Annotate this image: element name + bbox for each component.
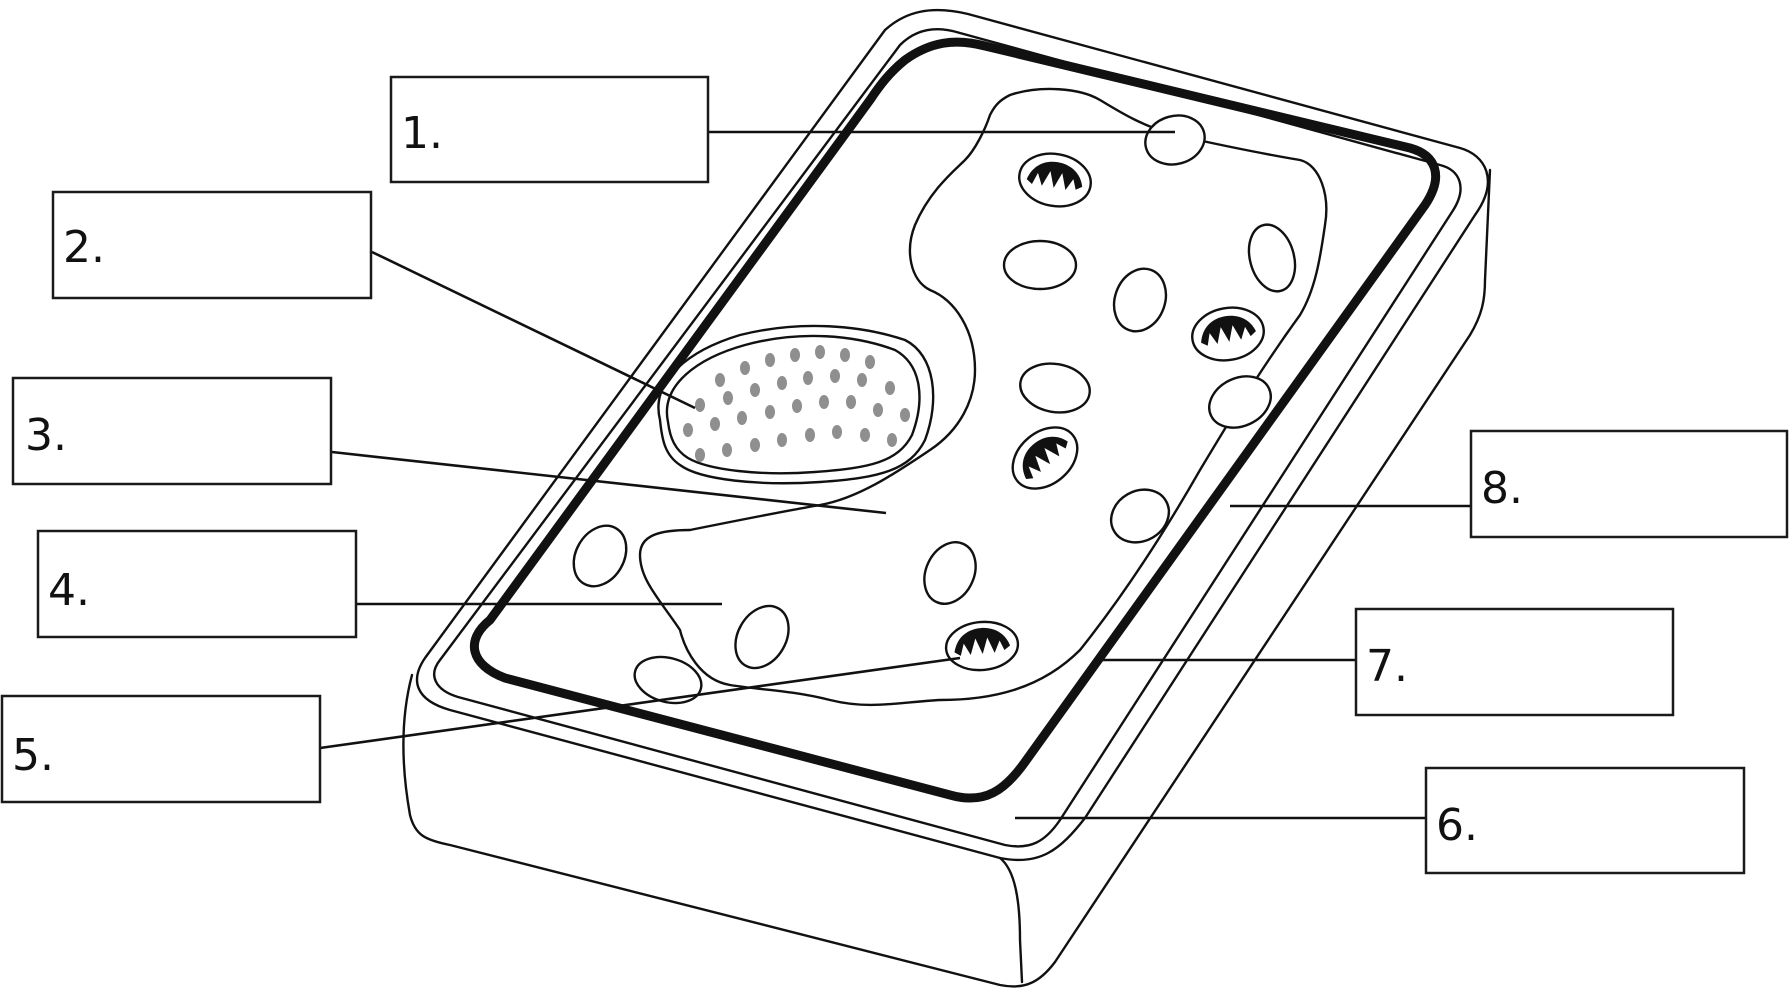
nucleus-inner-line: [665, 334, 921, 475]
label-box-5[interactable]: [0, 694, 322, 804]
label-1[interactable]: 1.: [389, 75, 710, 184]
mitochondrion: [1191, 306, 1265, 362]
chromatin-dot: [900, 408, 910, 422]
chromatin-dot: [792, 399, 802, 413]
label-2[interactable]: 2.: [51, 190, 373, 300]
label-box-6[interactable]: [1424, 766, 1746, 875]
chromatin-dot: [737, 411, 747, 425]
chromatin-dot: [777, 376, 787, 390]
leader-lines: [319, 130, 1470, 820]
cell-wall-top-face: [415, 8, 1489, 862]
chromatin-dot: [887, 433, 897, 447]
label-text-7: 7.: [1366, 641, 1408, 692]
chromatin-dot: [803, 371, 813, 385]
leader-line-5: [319, 656, 961, 750]
chromatin-dot: [683, 423, 693, 437]
label-6[interactable]: 6.: [1424, 766, 1746, 875]
chloroplast: [1112, 267, 1168, 333]
chromatin-dot: [750, 383, 760, 397]
chromatin-dot: [710, 417, 720, 431]
chromatin-dot: [740, 361, 750, 375]
mitochondria: [944, 152, 1265, 672]
chromatin-dot: [815, 345, 825, 359]
chloroplast: [572, 524, 628, 588]
chromatin-dot: [865, 355, 875, 369]
label-text-5: 5.: [12, 730, 54, 781]
chromatin-dot: [873, 403, 883, 417]
chloroplast: [1109, 488, 1171, 544]
label-5[interactable]: 5.: [0, 694, 322, 804]
label-text-8: 8.: [1481, 463, 1523, 514]
leader-line-2: [371, 250, 696, 410]
chromatin-dot: [860, 428, 870, 442]
chromatin-dot: [846, 395, 856, 409]
chromatin-dot: [857, 373, 867, 387]
label-7[interactable]: 7.: [1354, 607, 1675, 717]
label-4[interactable]: 4.: [36, 529, 358, 639]
chromatin-dot: [765, 405, 775, 419]
chloroplast: [1002, 239, 1078, 291]
nucleus: [657, 324, 935, 485]
label-box-8[interactable]: [1469, 429, 1789, 539]
chromatin-dot: [885, 381, 895, 395]
label-text-1: 1.: [401, 108, 443, 159]
chromatin-dot: [790, 348, 800, 362]
chromatin-dot: [715, 373, 725, 387]
chloroplast: [1019, 362, 1091, 414]
chromatin-dot: [695, 398, 705, 412]
chromatin-dots: [683, 345, 910, 462]
cell-membrane: [469, 37, 1441, 803]
mitochondrion: [944, 620, 1020, 672]
label-box-3[interactable]: [11, 376, 333, 486]
chromatin-dot: [723, 391, 733, 405]
mitochondrion-cristae: [1022, 436, 1068, 480]
label-text-2: 2.: [63, 222, 105, 273]
chromatin-dot: [830, 369, 840, 383]
mitochondrion: [1018, 152, 1092, 208]
chromatin-dot: [765, 353, 775, 367]
label-box-7[interactable]: [1354, 607, 1675, 717]
cell-wall-front-corner: [998, 856, 1024, 984]
chromatin-dot: [750, 438, 760, 452]
chromatin-dot: [840, 348, 850, 362]
chloroplasts: [572, 114, 1297, 705]
label-box-4[interactable]: [36, 529, 358, 639]
chloroplast: [923, 541, 977, 605]
label-text-4: 4.: [48, 565, 90, 616]
label-box-2[interactable]: [51, 190, 373, 300]
chloroplast: [1208, 375, 1272, 429]
chromatin-dot: [819, 395, 829, 409]
leader-line-3: [331, 450, 887, 515]
chromatin-dot: [695, 448, 705, 462]
nuclear-envelope: [657, 324, 935, 485]
chloroplast: [1144, 114, 1206, 166]
cell-wall: [402, 8, 1492, 988]
chromatin-dot: [832, 425, 842, 439]
chloroplast: [734, 604, 790, 670]
mitochondrion-cristae: [1201, 315, 1256, 346]
chromatin-dot: [805, 428, 815, 442]
label-text-3: 3.: [25, 410, 67, 461]
cell-wall-inner-rim: [433, 28, 1462, 848]
label-box-1[interactable]: [389, 75, 710, 184]
label-text-6: 6.: [1436, 800, 1478, 851]
mitochondrion: [1011, 426, 1079, 490]
label-3[interactable]: 3.: [11, 376, 333, 486]
chromatin-dot: [777, 433, 787, 447]
mitochondrion-cristae: [954, 627, 1011, 656]
chloroplast: [633, 655, 703, 705]
chromatin-dot: [722, 443, 732, 457]
chloroplast: [1247, 223, 1297, 293]
cell-wall-bottom-edge: [402, 168, 1492, 988]
central-vacuole: [638, 87, 1328, 707]
label-8[interactable]: 8.: [1469, 429, 1789, 539]
mitochondrion-cristae: [1026, 161, 1083, 190]
